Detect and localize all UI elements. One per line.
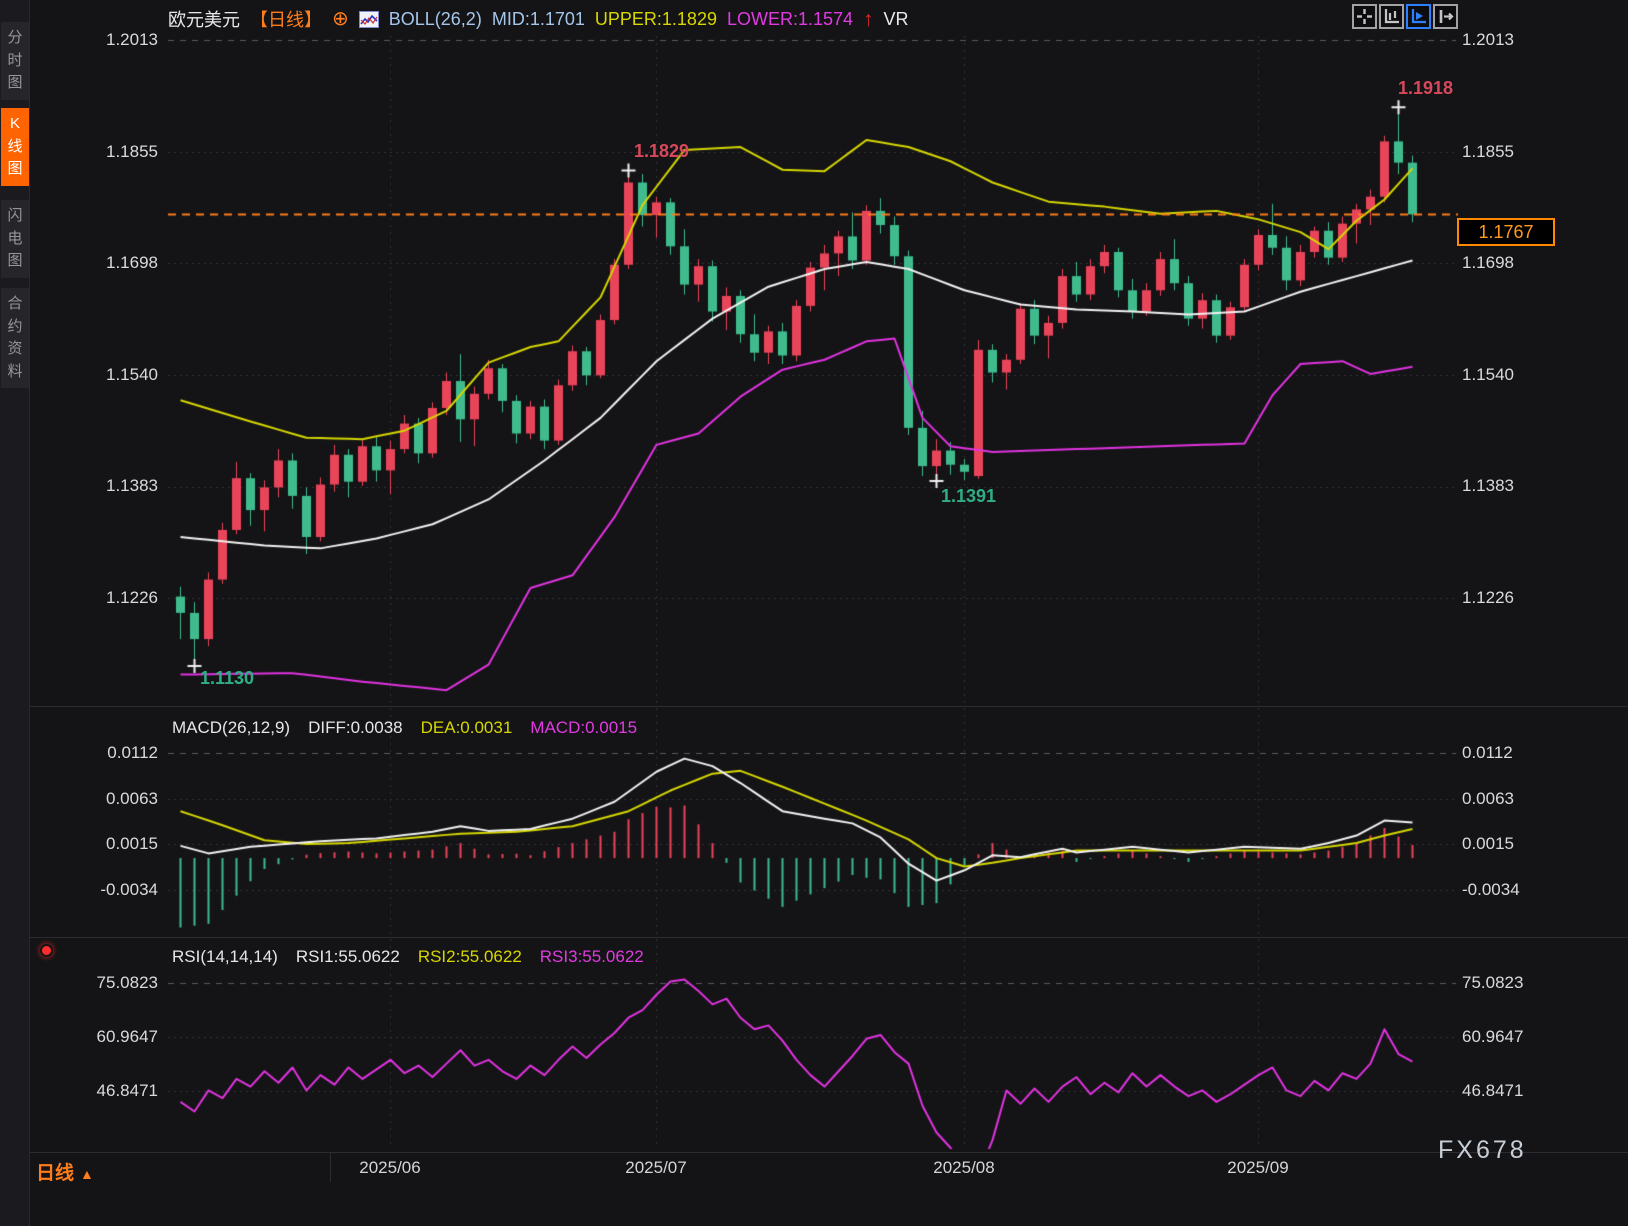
macd-diff-value: DIFF:0.0038 (308, 718, 403, 737)
watermark: FX678 (1438, 1136, 1527, 1164)
sidebar: 分时图 K线图 闪电图 合约资料 (0, 0, 30, 1226)
y-axis-label: 1.2013 (106, 30, 158, 49)
boll-lower-value: LOWER:1.1574 (726, 8, 854, 29)
sidebar-item-lightning-chart[interactable]: 闪电图 (1, 200, 29, 278)
macd-axis-label: -0.0034 (1462, 880, 1520, 899)
circle-plus-icon[interactable]: ⊕ (332, 8, 349, 30)
y-axis-label: 1.1855 (1462, 142, 1514, 161)
period-selector[interactable]: 日线 ▲ (36, 1158, 94, 1185)
y-axis-label: 1.1383 (106, 476, 158, 495)
sidebar-item-label: K线图 (7, 115, 23, 177)
y-axis-label: 1.1226 (106, 588, 158, 607)
macd-axis-label: 0.0015 (106, 834, 158, 853)
panel-divider (30, 1152, 1628, 1153)
macd-macd-value: MACD:0.0015 (530, 718, 638, 737)
boll-upper-value: UPPER:1.1829 (594, 8, 717, 29)
rsi-axis-label: 46.8471 (1462, 1081, 1524, 1100)
y-axis-label: 1.1540 (1462, 365, 1514, 384)
rsi-axis-label: 75.0823 (1462, 973, 1524, 992)
x-axis-label: 2025/09 (1227, 1158, 1289, 1177)
y-axis-label: 1.1226 (1462, 588, 1514, 607)
annotation-july-high: 1.1829 (634, 141, 690, 161)
macd-axis-label: -0.0034 (100, 880, 158, 899)
live-blink-icon (42, 946, 51, 955)
rsi-axis-label: 60.9647 (96, 1027, 158, 1046)
period-tag: 【日线】 (250, 10, 322, 30)
sidebar-item-label: 闪电图 (7, 207, 23, 269)
axes-scale-icon[interactable] (1379, 4, 1404, 29)
vr-indicator-label[interactable]: VR (883, 8, 909, 29)
up-arrow-icon: ↑ (863, 7, 874, 31)
chart-toolbar (1352, 4, 1458, 29)
y-axis-label: 1.1383 (1462, 476, 1514, 495)
macd-axis-label: 0.0015 (1462, 834, 1514, 853)
macd-header: MACD(26,12,9) DIFF:0.0038 DEA:0.0031 MAC… (172, 718, 637, 738)
macd-indicator-label: MACD(26,12,9) (172, 718, 291, 737)
annotation-aug-low: 1.1391 (941, 486, 997, 506)
macd-axis-label: 0.0112 (1462, 743, 1513, 762)
timeline-divider (330, 1152, 331, 1182)
panel-divider (30, 937, 1628, 938)
pane-toggle-icon[interactable] (1433, 4, 1458, 29)
rsi1-value: RSI1:55.0622 (295, 947, 400, 966)
chart-header: 欧元美元 【日线】 ⊕ BOLL(26,2) MID:1.1701 UPPER:1… (168, 6, 909, 32)
macd-axis-label: 0.0063 (1462, 789, 1514, 808)
sidebar-item-contract-info[interactable]: 合约资料 (1, 288, 29, 388)
sidebar-item-label: 分时图 (7, 29, 23, 91)
annotation-may-low: 1.1130 (200, 668, 255, 688)
period-selector-label: 日线 (36, 1163, 75, 1184)
current-price-tag: 1.1767 (1457, 218, 1555, 246)
x-axis-label: 2025/08 (933, 1158, 995, 1177)
x-axis-label: 2025/07 (625, 1158, 687, 1177)
crosshair-icon[interactable] (1352, 4, 1377, 29)
axes-play-icon[interactable] (1406, 4, 1431, 29)
y-axis-label: 1.1698 (106, 253, 158, 272)
rsi-axis-label: 46.8471 (96, 1081, 158, 1100)
mini-chart-icon[interactable] (358, 10, 379, 28)
y-axis-label: 1.1855 (106, 142, 158, 161)
rsi3-value: RSI3:55.0622 (539, 947, 644, 966)
x-axis-label: 2025/06 (359, 1158, 421, 1177)
triangle-up-icon: ▲ (80, 1166, 94, 1182)
sidebar-item-time-chart[interactable]: 分时图 (1, 22, 29, 100)
macd-dea-value: DEA:0.0031 (420, 718, 513, 737)
sidebar-item-kline-chart[interactable]: K线图 (1, 108, 29, 186)
rsi2-value: RSI2:55.0622 (417, 947, 522, 966)
rsi-header: RSI(14,14,14) RSI1:55.0622 RSI2:55.0622 … (172, 947, 644, 967)
y-axis-label: 1.2013 (1462, 30, 1514, 49)
symbol-title: 欧元美元 (168, 10, 240, 30)
annotation-sep-high: 1.1918 (1398, 78, 1454, 98)
macd-axis-label: 0.0112 (107, 743, 158, 762)
macd-axis-label: 0.0063 (106, 789, 158, 808)
rsi-indicator-label: RSI(14,14,14) (172, 947, 278, 966)
rsi-axis-label: 60.9647 (1462, 1027, 1524, 1046)
sidebar-item-label: 合约资料 (7, 295, 23, 380)
panel-divider (30, 706, 1628, 707)
y-axis-label: 1.1698 (1462, 253, 1514, 272)
y-axis-label: 1.1540 (106, 365, 158, 384)
rsi-axis-label: 75.0823 (96, 973, 158, 992)
boll-mid-value: MID:1.1701 (491, 8, 585, 29)
boll-indicator-label: BOLL(26,2) (388, 8, 482, 29)
